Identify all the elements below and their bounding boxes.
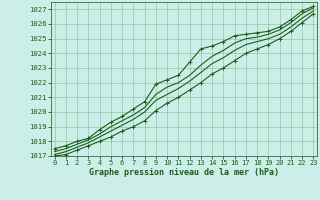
- X-axis label: Graphe pression niveau de la mer (hPa): Graphe pression niveau de la mer (hPa): [89, 168, 279, 177]
